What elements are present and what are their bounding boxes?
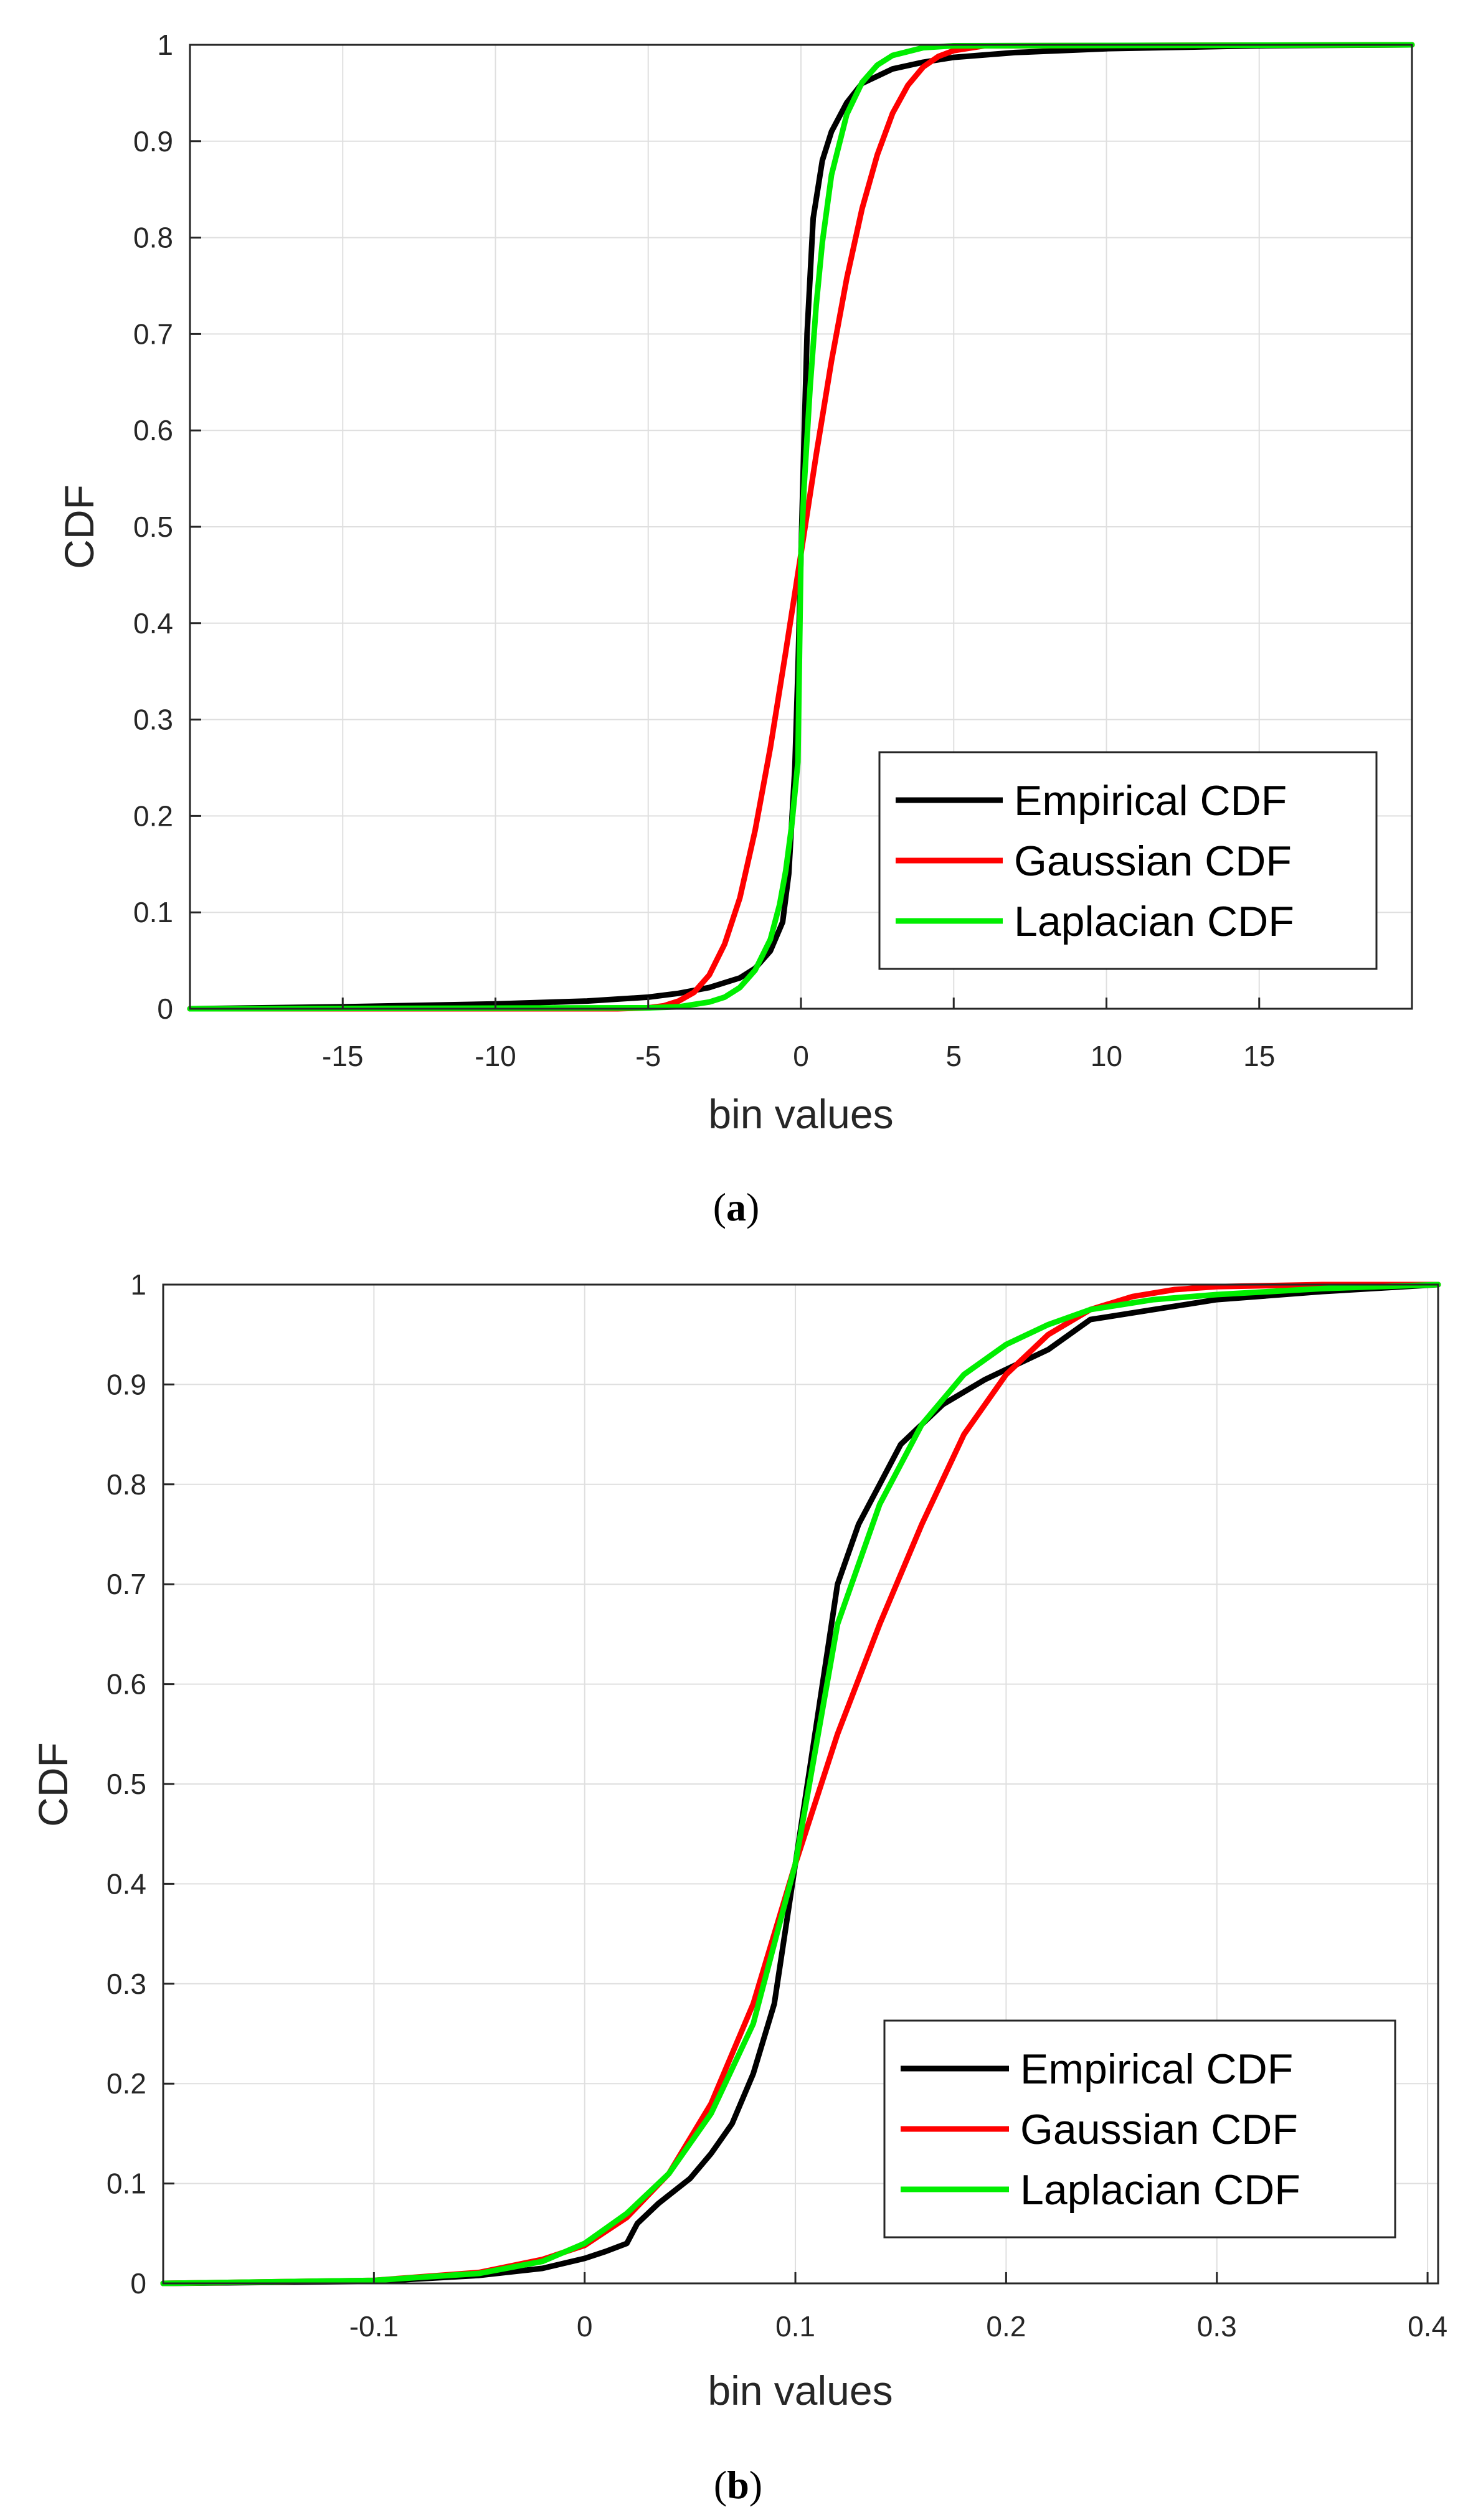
chart-a-y-tick-label: 0 [157,993,173,1025]
chart-b-y-tick-label: 0.9 [107,1368,146,1400]
chart-b-legend-label-gaussian: Gaussian CDF [1020,2106,1298,2153]
chart-b-y-tick-label: 1 [130,1268,146,1301]
chart-b-y-tick-label: 0.2 [107,2067,146,2100]
chart-a-series-laplacian-cdf [187,42,1415,1012]
chart-a: -15 -10 -5 0 5 10 15 0 0.1 0.2 0.3 0.4 0.5 0.6 0.7 0.8… [56,29,1415,1229]
chart-b-caption-letter: b [727,2463,749,2507]
chart-a-legend: Empirical CDF Gaussian CDF Laplacian CDF [878,751,1378,970]
chart-b-x-axis-label: bin values [708,2367,893,2414]
chart-b-legend: Empirical CDF Gaussian CDF Laplacian CDF [883,2019,1396,2239]
chart-b-y-tick-label: 0.5 [107,1768,146,1800]
chart-a-x-tick-label: 5 [945,1040,962,1072]
chart-b-y-tick-label: 0 [130,2267,146,2300]
chart-b-x-tick-label: 0.4 [1408,2310,1447,2343]
chart-b-x-tick-label: -0.1 [349,2310,399,2343]
chart-a-x-tick-label: 0 [793,1040,809,1072]
chart-b-y-ticks: 0 0.1 0.2 0.3 0.4 0.5 0.6 0.7 0.8 0.9 1 [107,1268,174,2300]
chart-a-y-ticks: 0 0.1 0.2 0.3 0.4 0.5 0.6 0.7 0.8 0.9 1 [133,29,201,1025]
chart-a-x-axis-label: bin values [708,1091,893,1137]
chart-a-caption: (a) [713,1185,760,1229]
chart-a-y-tick-label: 0.5 [133,511,173,543]
chart-a-legend-label-laplacian: Laplacian CDF [1014,898,1294,945]
chart-b-y-tick-label: 0.3 [107,1968,146,2000]
chart-a-y-tick-label: 0.7 [133,318,173,350]
chart-b-y-tick-label: 0.8 [107,1468,146,1501]
chart-a-y-tick-label: 0.4 [133,607,173,639]
chart-a-y-tick-label: 0.9 [133,125,173,158]
chart-a-caption-letter: a [726,1185,746,1229]
chart-b-series-laplacian-cdf [160,1281,1441,2286]
chart-b-legend-label-laplacian: Laplacian CDF [1020,2166,1300,2214]
chart-a-y-tick-label: 0.3 [133,704,173,736]
chart-a-y-tick-label: 0.8 [133,222,173,254]
chart-a-x-tick-label: -15 [322,1040,363,1072]
chart-a-y-tick-label: 0.2 [133,800,173,832]
chart-b-curves [160,1281,1441,2286]
chart-b-y-tick-label: 0.4 [107,1867,146,1900]
chart-a-plot-area [187,42,1415,1012]
chart-a-y-axis-label: CDF [56,484,102,569]
chart-a-x-ticks: -15 -10 -5 0 5 10 15 [322,998,1275,1072]
chart-a-y-tick-label: 0.1 [133,896,173,928]
chart-b-y-axis-label: CDF [30,1742,76,1827]
chart-b-x-tick-label: 0.2 [986,2310,1026,2343]
chart-b-y-tick-label: 0.7 [107,1568,146,1600]
chart-a-x-tick-label: 10 [1091,1040,1122,1072]
chart-a-legend-label-empirical: Empirical CDF [1014,777,1287,824]
chart-a-y-tick-label: 0.6 [133,414,173,446]
chart-b-y-tick-label: 0.1 [107,2168,146,2200]
chart-b-x-tick-label: 0.1 [775,2310,815,2343]
chart-a-x-tick-label: 15 [1243,1040,1275,1072]
chart-b-caption: (b) [714,2463,762,2507]
chart-b-x-tick-label: 0 [577,2310,593,2343]
chart-a-curves [187,42,1415,1012]
chart-a-legend-label-gaussian: Gaussian CDF [1014,838,1292,885]
chart-a-y-tick-label: 1 [157,29,173,61]
chart-a-x-tick-label: -5 [635,1040,661,1072]
chart-b-x-ticks: -0.1 0 0.1 0.2 0.3 0.4 [349,2272,1447,2343]
chart-b-x-tick-label: 0.3 [1197,2310,1237,2343]
chart-b-y-tick-label: 0.6 [107,1668,146,1701]
chart-b: -0.1 0 0.1 0.2 0.3 0.4 0 0.1 0.2 0.3 0.4 0.5 0.6 0.7… [30,1268,1447,2507]
chart-a-x-tick-label: -10 [475,1040,516,1072]
chart-b-legend-label-empirical: Empirical CDF [1020,2046,1293,2093]
